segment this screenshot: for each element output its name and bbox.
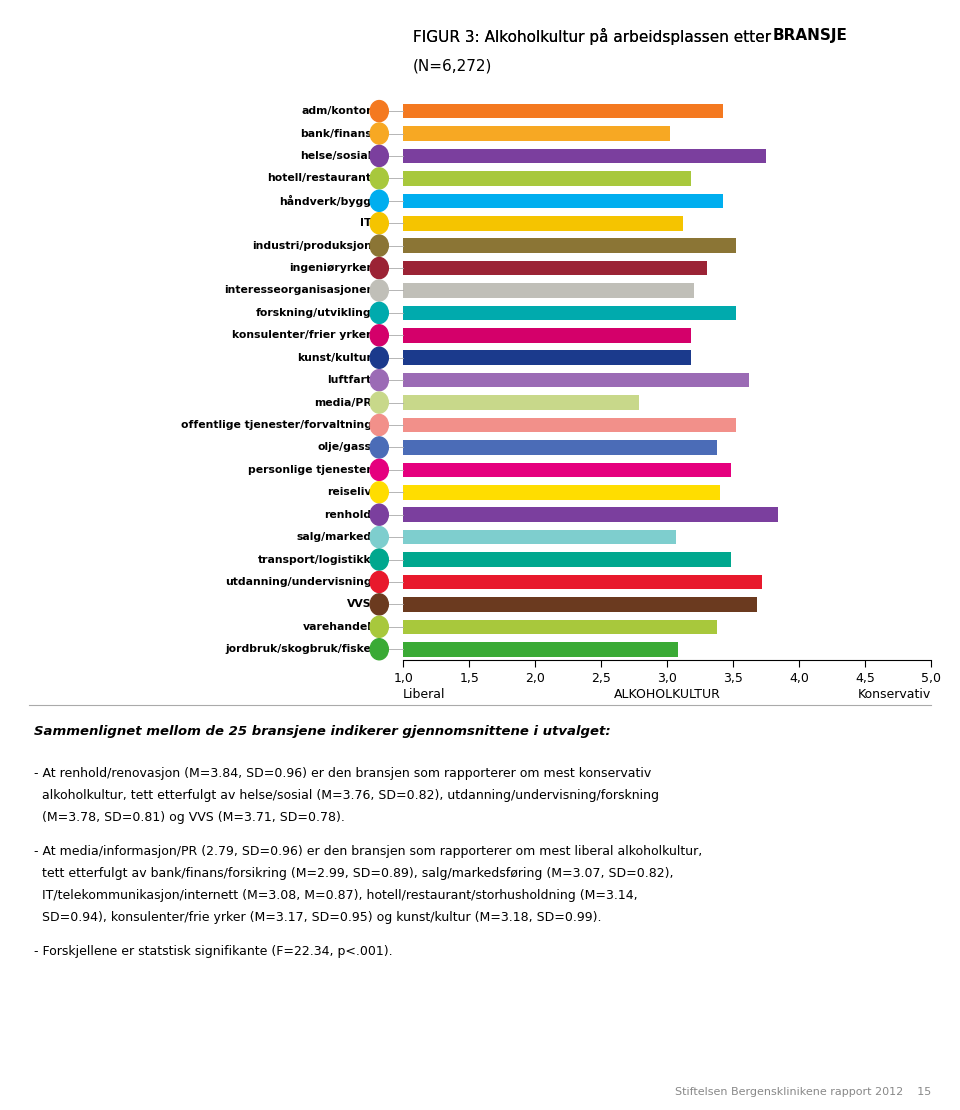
Text: IT/telekommunikasjon/internett (M=3.08, M=0.87), hotell/restaurant/storhusholdni: IT/telekommunikasjon/internett (M=3.08, … xyxy=(34,889,637,902)
Bar xyxy=(403,104,723,119)
Bar xyxy=(403,216,683,231)
Text: alkoholkultur, tett etterfulgt av helse/sosial (M=3.76, SD=0.82), utdanning/unde: alkoholkultur, tett etterfulgt av helse/… xyxy=(34,789,659,803)
Text: interesseorganisasjoner: interesseorganisasjoner xyxy=(224,285,372,295)
Text: tett etterfulgt av bank/finans/forsikring (M=2.99, SD=0.89), salg/markedsføring : tett etterfulgt av bank/finans/forsikrin… xyxy=(34,867,673,880)
Text: FIGUR 3: Alkoholkultur på arbeidsplassen etter: FIGUR 3: Alkoholkultur på arbeidsplassen… xyxy=(413,28,776,44)
Bar xyxy=(403,441,717,455)
Bar xyxy=(403,463,731,477)
Text: Stiftelsen Bergensklinikene rapport 2012    15: Stiftelsen Bergensklinikene rapport 2012… xyxy=(675,1087,931,1097)
Text: konsulenter/frier yrker: konsulenter/frier yrker xyxy=(232,331,372,341)
Bar xyxy=(403,619,717,634)
Text: BRANSJE: BRANSJE xyxy=(773,28,848,43)
Bar xyxy=(403,529,677,544)
Text: media/PR: media/PR xyxy=(314,397,372,407)
Bar xyxy=(403,171,691,185)
Text: varehandel: varehandel xyxy=(302,622,372,632)
Bar xyxy=(403,261,707,275)
Bar xyxy=(403,597,756,612)
Text: helse/sosial: helse/sosial xyxy=(300,151,372,161)
Text: offentlige tjenester/forvaltning: offentlige tjenester/forvaltning xyxy=(180,420,372,430)
Text: renhold: renhold xyxy=(324,509,372,519)
Text: Sammenlignet mellom de 25 bransjene indikerer gjennomsnittene i utvalget:: Sammenlignet mellom de 25 bransjene indi… xyxy=(34,725,611,738)
Bar xyxy=(403,283,693,297)
Text: olje/gass: olje/gass xyxy=(318,443,372,453)
Text: FIGUR 3: Alkoholkultur på arbeidsplassen etter BRANSJE: FIGUR 3: Alkoholkultur på arbeidsplassen… xyxy=(413,28,898,44)
Text: bank/finans: bank/finans xyxy=(300,129,372,139)
Bar xyxy=(403,127,670,141)
Text: Konservativ: Konservativ xyxy=(858,688,931,702)
Bar xyxy=(403,642,678,656)
Text: industri/produksjon: industri/produksjon xyxy=(252,241,372,251)
Text: salg/marked: salg/marked xyxy=(297,532,372,542)
Bar xyxy=(403,329,691,343)
Bar xyxy=(403,485,720,500)
Text: håndverk/bygg: håndverk/bygg xyxy=(279,194,372,206)
Text: kunst/kultur: kunst/kultur xyxy=(297,353,372,363)
Bar xyxy=(403,149,766,163)
Text: reiseliv: reiseliv xyxy=(327,487,372,497)
Text: forskning/utvikling: forskning/utvikling xyxy=(256,307,372,317)
Text: hotell/restaurant: hotell/restaurant xyxy=(268,173,372,183)
Text: FIGUR 3: Alkoholkultur på arbeidsplassen etter: FIGUR 3: Alkoholkultur på arbeidsplassen… xyxy=(413,28,776,44)
Text: ALKOHOLKULTUR: ALKOHOLKULTUR xyxy=(613,688,721,702)
Bar xyxy=(403,575,762,589)
Text: IT: IT xyxy=(360,219,372,229)
Bar xyxy=(403,193,723,208)
Bar xyxy=(403,373,749,387)
Text: (M=3.78, SD=0.81) og VVS (M=3.71, SD=0.78).: (M=3.78, SD=0.81) og VVS (M=3.71, SD=0.7… xyxy=(34,811,345,825)
Text: - Forskjellene er statstisk signifikante (F=22.34, p<.001).: - Forskjellene er statstisk signifikante… xyxy=(34,945,393,958)
Text: Liberal: Liberal xyxy=(403,688,445,702)
Text: ingeniøryrker: ingeniøryrker xyxy=(289,263,372,273)
Text: SD=0.94), konsulenter/frie yrker (M=3.17, SD=0.95) og kunst/kultur (M=3.18, SD=0: SD=0.94), konsulenter/frie yrker (M=3.17… xyxy=(34,911,601,925)
Text: - At renhold/renovasjon (M=3.84, SD=0.96) er den bransjen som rapporterer om mes: - At renhold/renovasjon (M=3.84, SD=0.96… xyxy=(34,767,651,780)
Bar xyxy=(403,507,778,522)
Text: VVS: VVS xyxy=(347,599,372,609)
Bar xyxy=(403,553,731,567)
Text: utdanning/undervisning: utdanning/undervisning xyxy=(225,577,372,587)
Text: transport/logistikk: transport/logistikk xyxy=(258,555,372,565)
Text: luftfart: luftfart xyxy=(327,375,372,385)
Bar xyxy=(403,305,735,320)
Text: personlige tjenester: personlige tjenester xyxy=(248,465,372,475)
Bar xyxy=(403,417,735,432)
Text: adm/kontor: adm/kontor xyxy=(301,107,372,117)
Text: - At media/informasjon/PR (2.79, SD=0.96) er den bransjen som rapporterer om mes: - At media/informasjon/PR (2.79, SD=0.96… xyxy=(34,845,702,858)
Text: (N=6,272): (N=6,272) xyxy=(413,59,492,74)
Bar xyxy=(403,395,639,410)
Text: jordbruk/skogbruk/fiske: jordbruk/skogbruk/fiske xyxy=(226,644,372,654)
Bar xyxy=(403,351,691,365)
Bar xyxy=(403,239,735,253)
